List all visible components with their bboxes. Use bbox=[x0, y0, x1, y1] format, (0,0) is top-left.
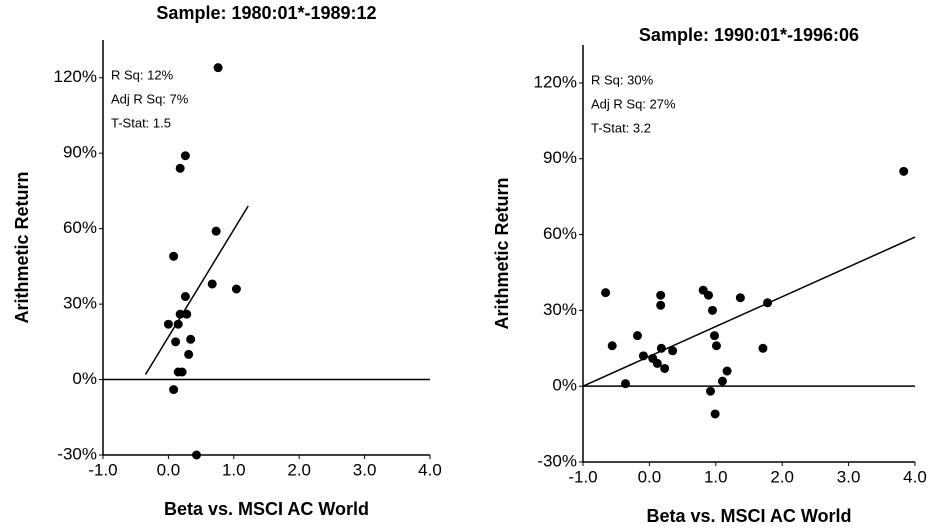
y-tick-label: 0% bbox=[552, 376, 577, 395]
y-tick-label: 90% bbox=[543, 148, 577, 167]
y-tick-label: 60% bbox=[63, 218, 97, 237]
annotation: Adj R Sq: 27% bbox=[591, 96, 676, 111]
y-tick-label: 30% bbox=[543, 300, 577, 319]
point bbox=[660, 363, 670, 373]
point bbox=[638, 351, 648, 361]
annotation: R Sq: 30% bbox=[591, 72, 654, 87]
chart-title: Sample: 1990:01*-1996:06 bbox=[639, 25, 859, 45]
y-tick-label: -30% bbox=[57, 444, 97, 463]
x-tick-label: -1.0 bbox=[88, 460, 117, 479]
point bbox=[180, 151, 190, 161]
point bbox=[722, 366, 732, 376]
x-tick-label: 3.0 bbox=[353, 460, 377, 479]
point bbox=[668, 346, 678, 356]
trend-line bbox=[582, 236, 916, 387]
x-tick-label: 4.0 bbox=[903, 467, 927, 486]
point bbox=[709, 331, 719, 341]
x-tick-label: 3.0 bbox=[837, 467, 861, 486]
point bbox=[169, 251, 179, 261]
point bbox=[632, 331, 642, 341]
point bbox=[207, 279, 217, 289]
point bbox=[703, 290, 713, 300]
point bbox=[171, 337, 181, 347]
point bbox=[180, 292, 190, 302]
point bbox=[711, 341, 721, 351]
point bbox=[186, 334, 196, 344]
point bbox=[175, 163, 185, 173]
point bbox=[173, 319, 183, 329]
x-tick-label: 0.0 bbox=[157, 460, 181, 479]
point bbox=[169, 385, 179, 395]
x-tick-label: 2.0 bbox=[287, 460, 311, 479]
chart-title: Sample: 1980:01*-1989:12 bbox=[156, 3, 376, 23]
x-tick-label: 4.0 bbox=[418, 460, 442, 479]
x-axis-label: Beta vs. MSCI AC World bbox=[164, 499, 369, 519]
y-tick-label: 90% bbox=[63, 143, 97, 162]
point bbox=[735, 293, 745, 303]
point bbox=[707, 305, 717, 315]
trend-line bbox=[144, 205, 249, 375]
point bbox=[705, 386, 715, 396]
point bbox=[601, 288, 611, 298]
x-axis-label: Beta vs. MSCI AC World bbox=[646, 506, 851, 526]
y-tick-label: 120% bbox=[534, 72, 577, 91]
point bbox=[899, 166, 909, 176]
y-tick-label: -30% bbox=[537, 451, 577, 470]
y-tick-label: 30% bbox=[63, 294, 97, 313]
point bbox=[231, 284, 241, 294]
annotation: T-Stat: 3.2 bbox=[591, 120, 651, 135]
y-tick-label: 120% bbox=[54, 67, 97, 86]
point bbox=[656, 290, 666, 300]
point bbox=[213, 63, 223, 73]
point bbox=[211, 226, 221, 236]
y-axis-label: Arithmetic Return bbox=[492, 177, 512, 329]
x-tick-label: 1.0 bbox=[704, 467, 728, 486]
point bbox=[763, 298, 773, 308]
point bbox=[620, 379, 630, 389]
annotation: R Sq: 12% bbox=[111, 67, 174, 82]
point bbox=[758, 343, 768, 353]
point bbox=[184, 349, 194, 359]
point bbox=[710, 409, 720, 419]
point bbox=[607, 341, 617, 351]
x-tick-label: -1.0 bbox=[568, 467, 597, 486]
annotation: Adj R Sq: 7% bbox=[111, 91, 189, 106]
point bbox=[182, 309, 192, 319]
point bbox=[652, 358, 662, 368]
y-tick-label: 60% bbox=[543, 224, 577, 243]
point bbox=[177, 367, 187, 377]
point bbox=[656, 300, 666, 310]
point bbox=[192, 450, 202, 460]
y-tick-label: 0% bbox=[72, 369, 97, 388]
point bbox=[175, 309, 185, 319]
point bbox=[656, 343, 666, 353]
y-axis-label: Arithmetic Return bbox=[12, 171, 32, 323]
x-tick-label: 0.0 bbox=[638, 467, 662, 486]
point bbox=[717, 376, 727, 386]
point bbox=[163, 319, 173, 329]
annotation: T-Stat: 1.5 bbox=[111, 115, 171, 130]
x-tick-label: 2.0 bbox=[770, 467, 794, 486]
x-tick-label: 1.0 bbox=[222, 460, 246, 479]
